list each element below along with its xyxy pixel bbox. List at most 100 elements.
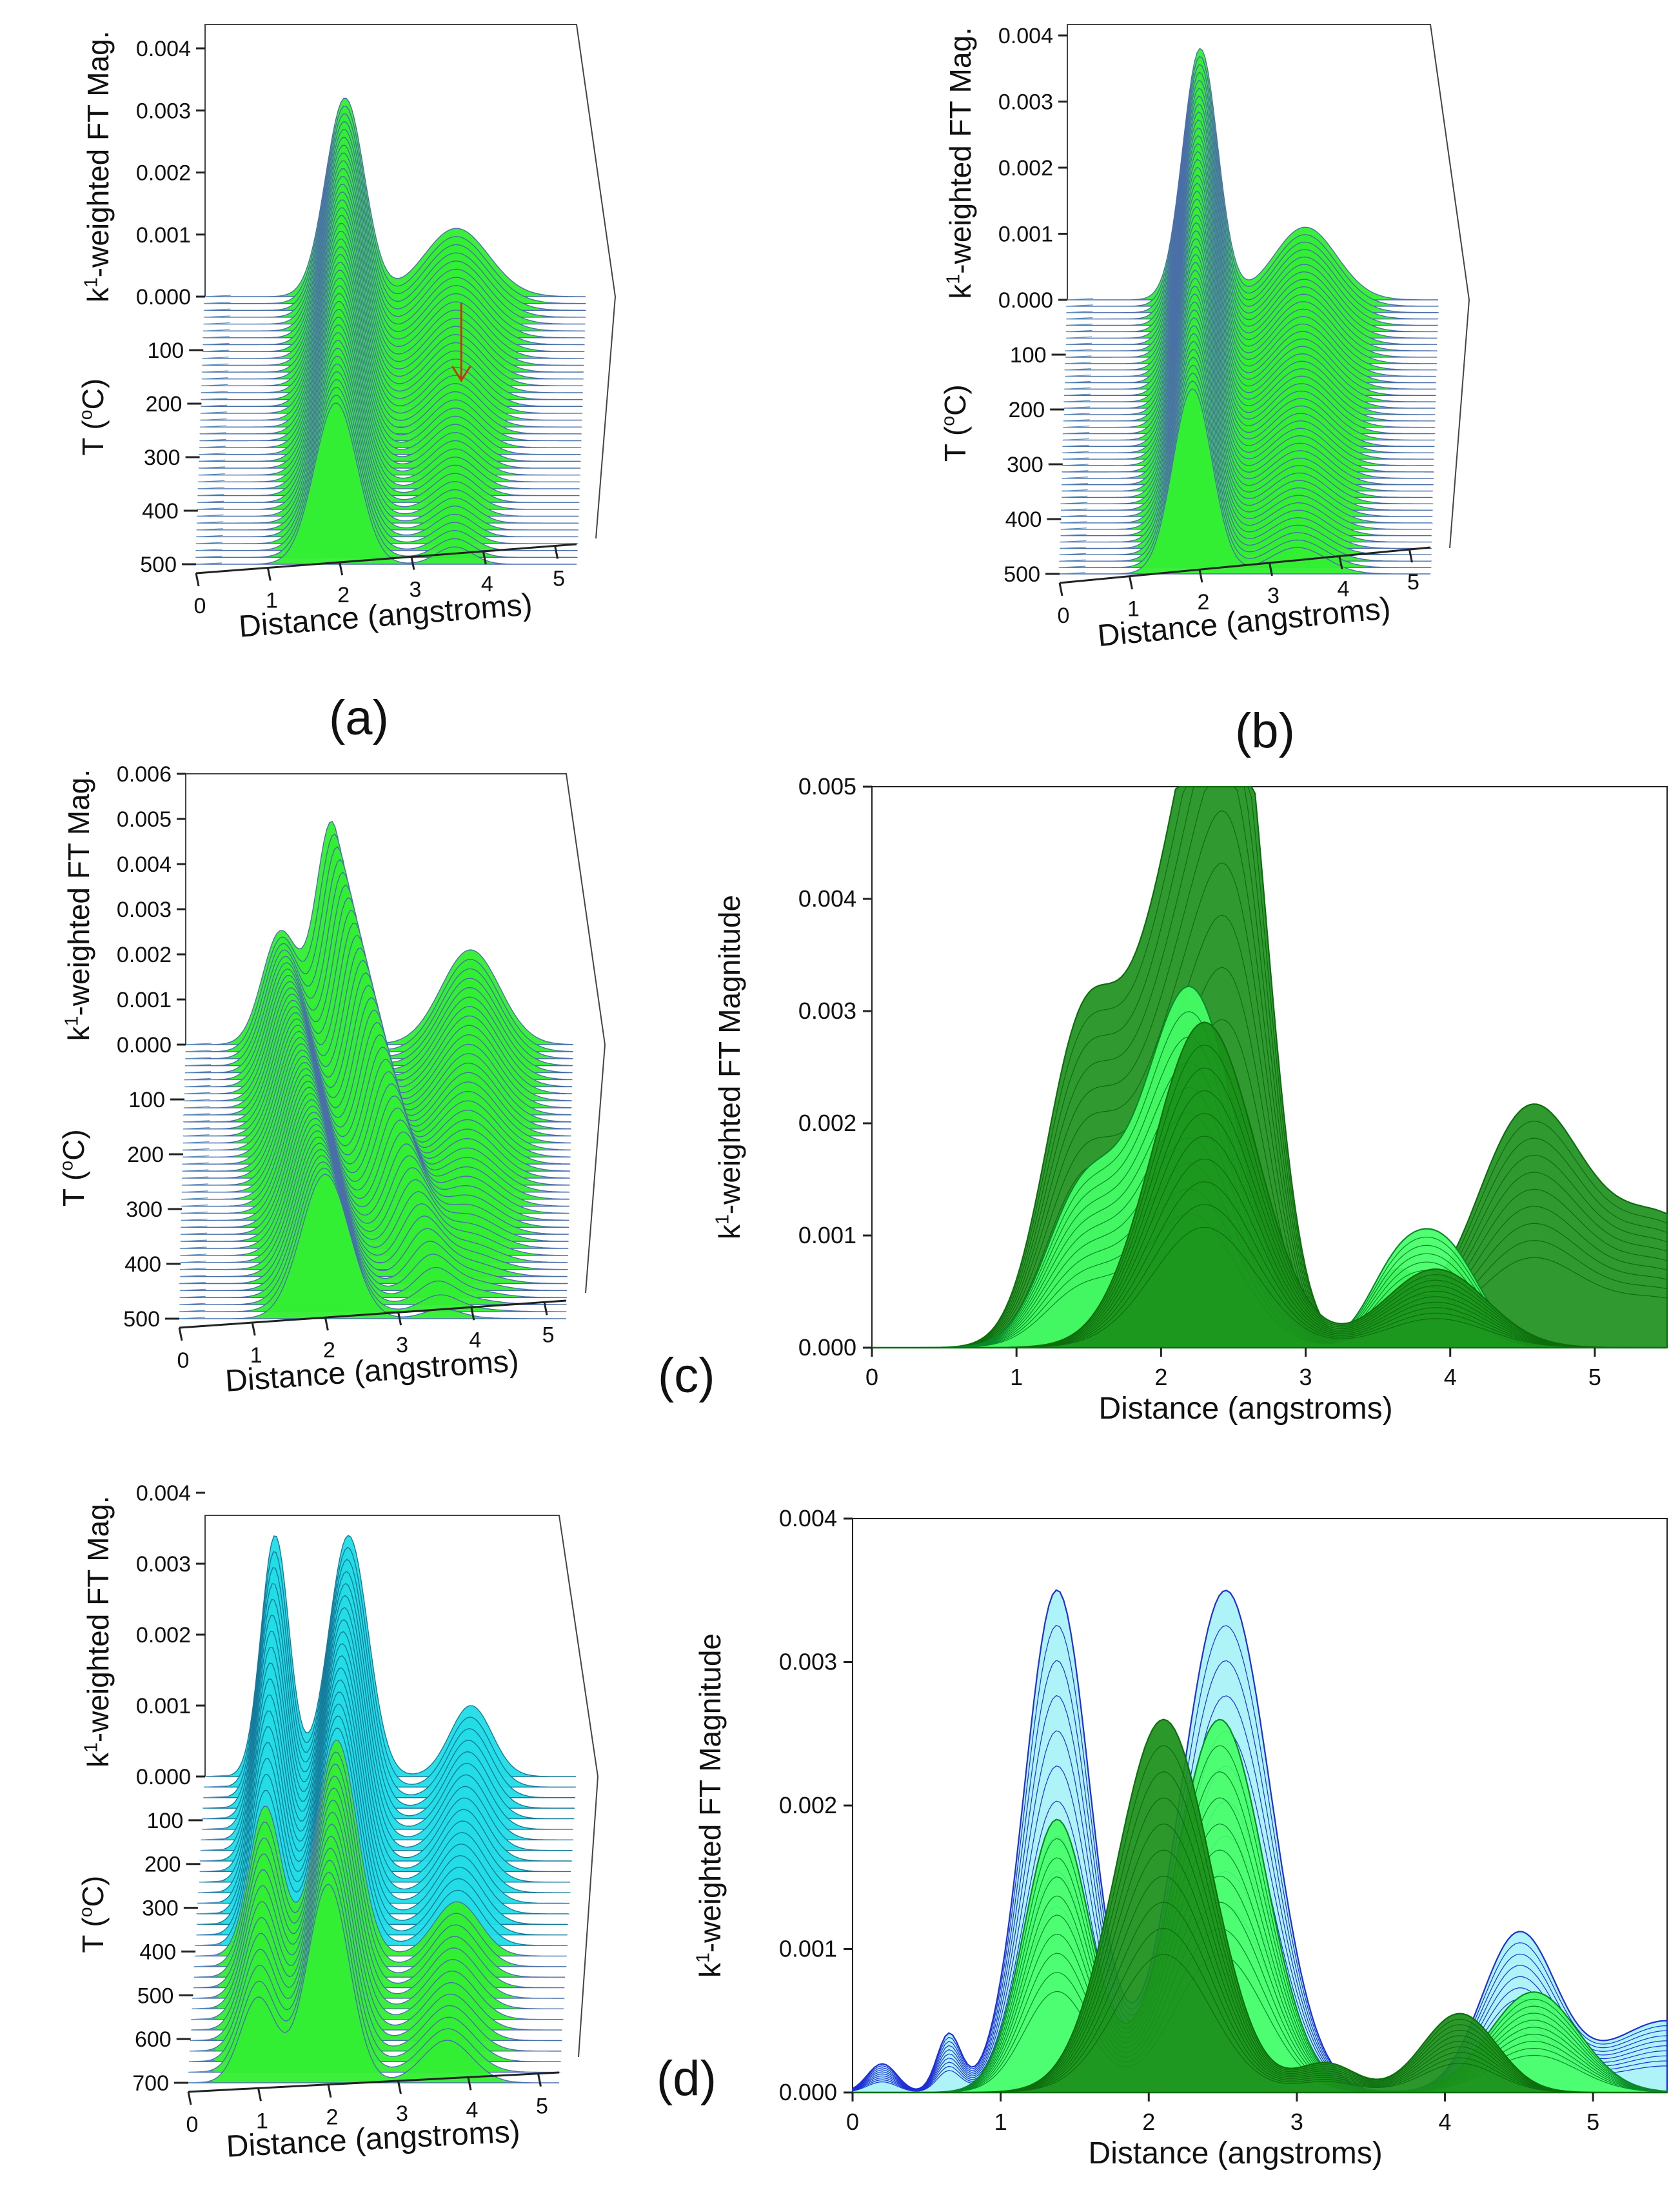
- baseline-stripe: [1065, 368, 1091, 371]
- waterfall-curve: [1065, 127, 1438, 364]
- waterfall-curve: [193, 1775, 565, 1989]
- baseline-stripe: [203, 1806, 230, 1809]
- baseline-stripe: [183, 1155, 209, 1157]
- y-tick-label: 500: [140, 553, 177, 577]
- baseline-stripe: [180, 1275, 206, 1277]
- x-axis-title: Distance (angstroms): [237, 587, 533, 644]
- waterfall-curve: [203, 129, 586, 325]
- waterfall-curve: [195, 387, 578, 551]
- baseline-stripe: [190, 2049, 216, 2052]
- waterfall-curve: [198, 293, 581, 469]
- baseline-stripe: [197, 514, 224, 517]
- z-tick-label: 0.001: [136, 1694, 191, 1718]
- baseline-stripe: [201, 1838, 228, 1840]
- waterfall-curve: [1062, 222, 1436, 441]
- series-1: [853, 1718, 1668, 2094]
- series-line: [852, 1730, 1668, 2093]
- baseline-stripe: [203, 336, 230, 339]
- x-axis-title: Distance (angstroms): [1089, 2136, 1383, 2170]
- y-tick-label: 600: [135, 2027, 172, 2052]
- y-tick-label: 0.003: [779, 1649, 837, 1675]
- waterfall-curve: [188, 1859, 561, 2062]
- baseline-stripe: [204, 295, 232, 297]
- baseline-stripe: [179, 1317, 206, 1319]
- baseline-stripe: [1062, 477, 1089, 479]
- waterfall-curve: [1067, 48, 1438, 300]
- baseline-stripe: [181, 1218, 208, 1221]
- waterfall-curve: [1062, 261, 1434, 473]
- series-line: [852, 1660, 1668, 2093]
- baseline-stripe: [180, 1281, 206, 1285]
- plot-frame: [204, 1515, 599, 2058]
- baseline-stripe: [1067, 317, 1093, 320]
- y-tick-label: 100: [1010, 343, 1047, 368]
- baseline-stripe: [201, 1849, 227, 1851]
- baseline-stripe: [193, 1996, 219, 1999]
- waterfall-curve: [197, 340, 580, 510]
- x-tick: [1058, 582, 1063, 596]
- waterfall-a: 0.000 0.001 0.002 0.003 0.004 100 200 300 400 500…: [76, 24, 617, 644]
- baseline-stripe: [181, 1246, 207, 1249]
- series-line: [853, 1771, 1668, 2093]
- series-line: [852, 1695, 1668, 2093]
- panel-label-d: (d): [657, 2051, 716, 2106]
- baseline-stripe: [1062, 470, 1089, 473]
- x-tick: [257, 2088, 262, 2101]
- waterfall-curve: [202, 168, 585, 359]
- baseline-stripe: [1060, 540, 1087, 543]
- waterfall-curve: [199, 277, 582, 455]
- baseline-stripe: [193, 1985, 220, 1989]
- baseline-stripe: [201, 418, 227, 421]
- x-tick-label: 3: [1300, 1364, 1312, 1390]
- waterfall-curve: [203, 105, 587, 304]
- series-line: [852, 1624, 1668, 2093]
- baseline-stripe: [201, 391, 228, 393]
- waterfall-curve: [1062, 285, 1433, 492]
- x-tick-label: 3: [396, 1333, 408, 1357]
- waterfall-curve: [201, 207, 584, 393]
- baseline-stripe: [1065, 349, 1092, 351]
- baseline-stripe: [185, 1043, 212, 1045]
- baseline-stripe: [192, 2018, 218, 2020]
- x-tick-label: 1: [250, 1343, 262, 1368]
- baseline-stripe: [1064, 400, 1091, 402]
- baseline-stripe: [1062, 464, 1089, 466]
- z-axis-title: k1-weighted FT Mag.: [944, 27, 977, 299]
- baseline-stripe: [1065, 387, 1091, 389]
- waterfall-curve: [1063, 174, 1436, 402]
- waterfall-curve: [199, 246, 582, 428]
- waterfall-curve: [203, 137, 586, 331]
- baseline-stripe: [200, 446, 226, 448]
- waterfall-curve: [197, 309, 580, 483]
- baseline-stripe: [196, 549, 222, 551]
- y-tick-label: 0.004: [779, 1505, 837, 1531]
- baseline-stripe: [1060, 546, 1087, 549]
- baseline-stripe: [179, 1303, 206, 1305]
- x-tick: [1129, 576, 1133, 589]
- z-tick-label: 0.002: [136, 161, 191, 186]
- x-tick-label: 5: [553, 567, 565, 591]
- waterfall-curve: [201, 176, 585, 366]
- x-tick: [1198, 569, 1203, 583]
- baseline-stripe: [181, 1254, 207, 1256]
- y-tick-label: 400: [142, 499, 179, 524]
- x-axis-title: Distance (angstroms): [224, 1344, 520, 1399]
- waterfall-curve: [178, 1161, 568, 1305]
- baseline-stripe: [200, 432, 226, 435]
- baseline-stripe: [202, 377, 228, 380]
- waterfall-curve: [201, 199, 584, 387]
- series-line: [853, 1718, 1668, 2094]
- series-line: [872, 786, 1668, 1348]
- waterfall-curve: [1059, 357, 1432, 549]
- baseline-stripe: [184, 1120, 210, 1123]
- baseline-stripe: [198, 1901, 224, 1904]
- x-tick-label: 4: [469, 1328, 481, 1352]
- x-axis: [195, 543, 577, 575]
- x-tick-label: 2: [337, 583, 350, 607]
- x-tick-label: 5: [542, 1323, 555, 1347]
- z-axis-title: k1-weighted FT Mag.: [81, 31, 115, 303]
- waterfall-curve: [202, 152, 586, 346]
- waterfall-curve: [190, 1835, 562, 2042]
- baseline-stripe: [179, 1310, 206, 1312]
